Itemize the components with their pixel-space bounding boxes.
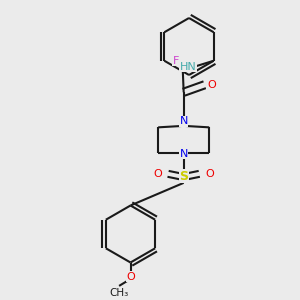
Text: CH₃: CH₃ <box>109 287 128 298</box>
Text: O: O <box>153 169 162 179</box>
Text: O: O <box>126 272 135 282</box>
Text: F: F <box>172 56 179 66</box>
Text: O: O <box>207 80 216 90</box>
Text: O: O <box>206 169 214 179</box>
Text: N: N <box>179 149 188 159</box>
Text: N: N <box>179 116 188 126</box>
Text: S: S <box>179 170 188 183</box>
Text: HN: HN <box>180 62 196 72</box>
